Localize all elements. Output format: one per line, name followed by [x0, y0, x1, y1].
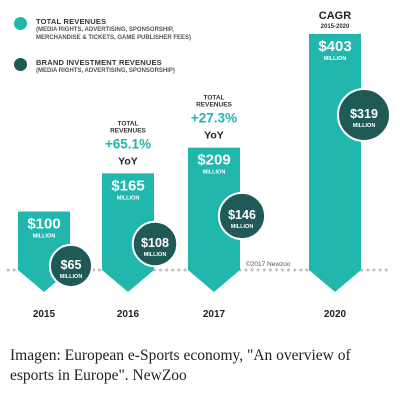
circle-value-brand-2017: $146 [228, 208, 256, 222]
growth-yoy-2017: YoY [204, 130, 224, 142]
circle-unit-brand-2015: MILLION [60, 274, 83, 280]
bar-unit-total-2020: MILLION [324, 56, 347, 62]
growth-title-2017: TOTAL [203, 95, 224, 102]
growth-title-2016: TOTAL [117, 120, 138, 127]
circle-brand-2015 [48, 243, 94, 289]
growth-value-2017: +27.3% [191, 111, 237, 126]
circle-value-brand-2020: $319 [350, 107, 378, 121]
bar-unit-total-2016: MILLION [117, 195, 140, 201]
legend-swatch-total [14, 17, 27, 30]
growth-value-2016: +65.1% [105, 136, 151, 151]
category-label-2015: 2015 [33, 309, 56, 320]
cagr-title: CAGR [319, 10, 351, 22]
category-label-2017: 2017 [203, 309, 226, 320]
revenue-chart: $100MILLION2015$165MILLION2016$209MILLIO… [6, 10, 394, 320]
circle-brand-2020 [337, 88, 391, 142]
copyright-note: ©2017 Newzoo [246, 260, 291, 268]
circle-unit-brand-2016: MILLION [144, 252, 167, 258]
growth-title2-2017: REVENUES [196, 102, 232, 109]
circle-brand-2017 [217, 191, 267, 241]
growth-title2-2016: REVENUES [110, 127, 146, 134]
bar-unit-total-2015: MILLION [33, 233, 56, 239]
circle-unit-brand-2020: MILLION [353, 123, 376, 129]
circle-value-brand-2015: $65 [61, 258, 82, 272]
circle-value-brand-2016: $108 [141, 236, 169, 250]
bar-total-2020 [309, 34, 361, 292]
growth-yoy-2016: YoY [118, 155, 138, 167]
legend-swatch-brand [14, 58, 27, 71]
bar-value-total-2016: $165 [111, 177, 144, 194]
bar-total-2017 [188, 147, 240, 292]
legend-title-total: TOTAL REVENUES [36, 17, 107, 26]
circle-unit-brand-2017: MILLION [231, 224, 254, 230]
category-label-2020: 2020 [324, 309, 347, 320]
legend-subtitle-brand: (MEDIA RIGHTS, ADVERTISING, SPONSORSHIP) [36, 68, 175, 74]
circle-brand-2016 [131, 220, 179, 268]
bar-value-total-2015: $100 [27, 215, 60, 232]
bar-unit-total-2017: MILLION [203, 170, 226, 176]
bar-value-total-2020: $403 [318, 38, 351, 55]
cagr-range: 2015-2020 [321, 24, 350, 30]
category-label-2016: 2016 [117, 309, 140, 320]
legend-subtitle-total: (MEDIA RIGHTS, ADVERTISING, SPONSORSHIP,… [36, 27, 192, 41]
legend-title-brand: BRAND INVESTMENT REVENUES [36, 58, 162, 67]
bar-value-total-2017: $209 [197, 152, 230, 169]
image-caption: Imagen: European e-Sports economy, "An o… [10, 347, 351, 384]
